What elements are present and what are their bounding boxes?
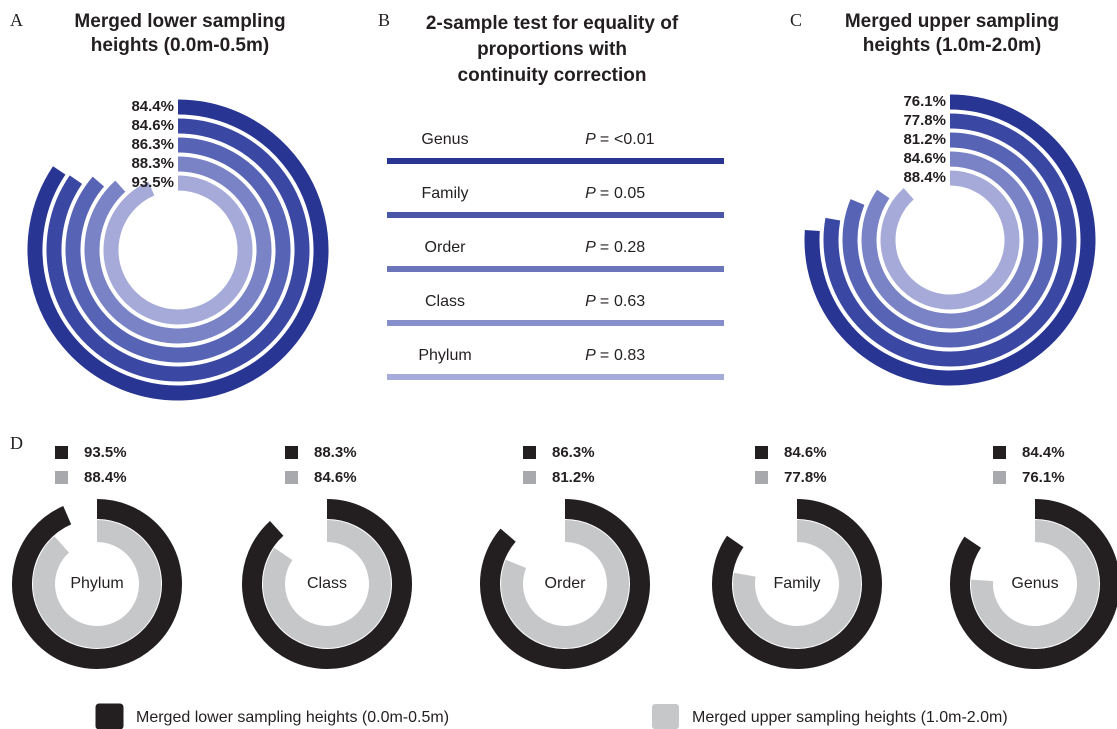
p-value: 0.63 — [614, 293, 645, 310]
panel-label: A — [10, 10, 23, 30]
value-label: 93.5% — [84, 444, 127, 461]
legend-swatch — [652, 704, 679, 729]
value-label: 76.1% — [903, 93, 946, 110]
p-label: P = — [585, 185, 609, 202]
panel-label: C — [790, 10, 802, 30]
chart-title: Merged upper sampling — [845, 11, 1059, 32]
donut-arc — [733, 520, 861, 648]
row-label: Phylum — [418, 347, 471, 364]
value-label: 84.6% — [784, 444, 827, 461]
row-label: Class — [425, 293, 465, 310]
value-label: 88.3% — [131, 155, 174, 172]
donut-arc — [501, 520, 629, 648]
legend-swatch — [55, 446, 68, 459]
radial-bar — [861, 151, 1039, 329]
chart-title: 2-sample test for equality of — [426, 13, 679, 34]
p-label: P = — [585, 347, 609, 364]
category-label: Order — [545, 575, 587, 592]
radial-bar — [46, 118, 310, 382]
p-value: 0.83 — [614, 347, 645, 364]
p-label: P = — [585, 293, 609, 310]
row-bar — [387, 158, 724, 164]
value-label: 81.2% — [552, 469, 595, 486]
radial-bar — [842, 132, 1058, 348]
legend-label: Merged upper sampling heights (1.0m-2.0m… — [692, 709, 1008, 726]
legend-swatch — [523, 446, 536, 459]
value-label: 84.6% — [314, 469, 357, 486]
row-bar — [387, 266, 724, 272]
value-label: 84.6% — [903, 150, 946, 167]
legend-swatch — [55, 471, 68, 484]
p-value: 0.28 — [614, 239, 645, 256]
donut-arc — [712, 499, 882, 669]
chart-title: heights (1.0m-2.0m) — [863, 35, 1041, 56]
radial-bar — [65, 137, 291, 363]
chart-title: Merged lower sampling — [74, 11, 285, 32]
value-label: 88.3% — [314, 444, 357, 461]
category-label: Genus — [1011, 575, 1058, 592]
legend-swatch — [755, 471, 768, 484]
row-label: Order — [425, 239, 467, 256]
legend-swatch — [95, 703, 124, 729]
value-label: 84.4% — [131, 98, 174, 115]
value-label: 81.2% — [903, 131, 946, 148]
row-bar — [387, 320, 724, 326]
donut-arc — [950, 499, 1117, 669]
legend-swatch — [285, 446, 298, 459]
panel-label: B — [378, 10, 390, 30]
p-label: P = — [585, 131, 609, 148]
radial-bar — [823, 113, 1077, 367]
donut-arc — [971, 520, 1099, 648]
p-label: P = — [585, 239, 609, 256]
chart-title: continuity correction — [458, 65, 647, 86]
legend-swatch — [993, 446, 1006, 459]
donut-arc — [242, 499, 412, 669]
donut-arc — [263, 520, 391, 648]
donut-arc — [33, 520, 161, 648]
value-label: 76.1% — [1022, 469, 1065, 486]
value-label: 88.4% — [84, 469, 127, 486]
legend-label: Merged lower sampling heights (0.0m-0.5m… — [136, 709, 449, 726]
row-label: Genus — [421, 131, 468, 148]
category-label: Phylum — [70, 575, 123, 592]
category-label: Class — [307, 575, 347, 592]
value-label: 84.4% — [1022, 444, 1065, 461]
value-label: 84.6% — [131, 117, 174, 134]
value-label: 88.4% — [903, 169, 946, 186]
donut-arc — [480, 499, 650, 669]
value-label: 93.5% — [131, 174, 174, 191]
legend-swatch — [755, 446, 768, 459]
legend-swatch — [285, 471, 298, 484]
row-bar — [387, 212, 724, 218]
p-value: 0.05 — [614, 185, 645, 202]
donut-arc — [12, 499, 182, 669]
row-label: Family — [421, 185, 468, 202]
radial-bar — [804, 94, 1096, 386]
row-bar — [387, 374, 724, 380]
panel-label: D — [10, 433, 23, 453]
legend-swatch — [523, 471, 536, 484]
radial-bar — [27, 99, 329, 401]
chart-title: heights (0.0m-0.5m) — [91, 35, 269, 56]
category-label: Family — [773, 575, 820, 592]
p-value: <0.01 — [614, 131, 655, 148]
value-label: 86.3% — [552, 444, 595, 461]
value-label: 77.8% — [784, 469, 827, 486]
legend-swatch — [993, 471, 1006, 484]
radial-bar — [103, 175, 253, 325]
value-label: 77.8% — [903, 112, 946, 129]
value-label: 86.3% — [131, 136, 174, 153]
radial-bar — [880, 170, 1020, 310]
radial-bar — [84, 156, 272, 344]
chart-title: proportions with — [477, 39, 627, 60]
